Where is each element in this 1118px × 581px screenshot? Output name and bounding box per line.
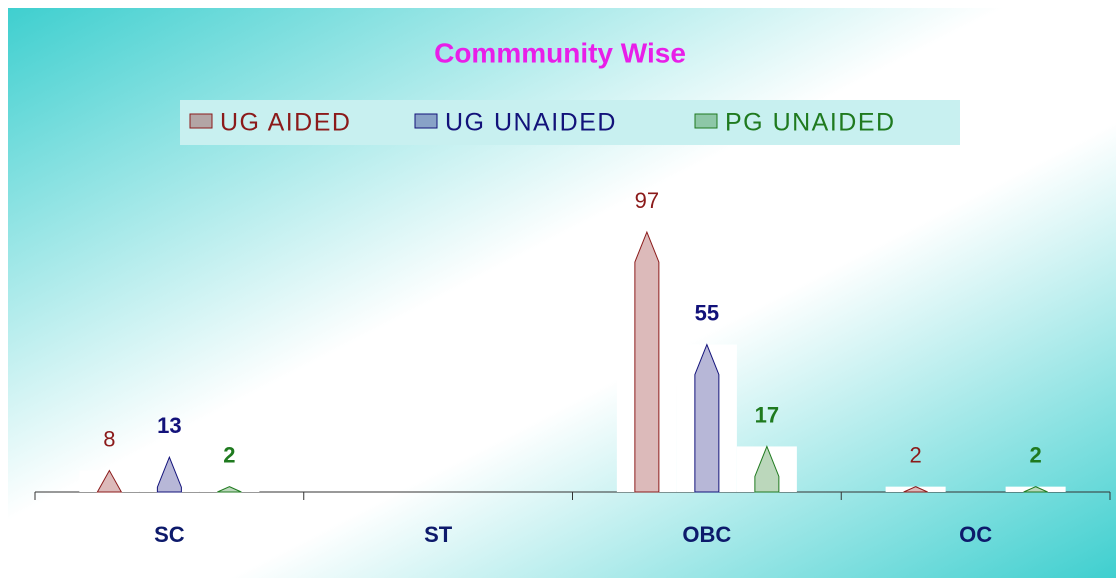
bar-rocket: [96, 469, 123, 493]
legend-swatch: [414, 113, 438, 129]
bar-rocket: [217, 486, 242, 493]
bar: [616, 232, 677, 493]
bar: [199, 486, 260, 492]
legend-label: UG UNAIDED: [445, 109, 617, 137]
bar-rocket: [694, 343, 720, 493]
chart-title: Commmunity Wise: [434, 37, 686, 68]
bar: [736, 446, 797, 492]
bar: [139, 457, 200, 492]
legend-label: PG UNAIDED: [725, 109, 896, 137]
value-label: 13: [157, 413, 181, 438]
value-label: 2: [1030, 442, 1042, 467]
x-tick-label: OC: [959, 522, 992, 547]
x-tick-label: ST: [424, 522, 453, 547]
value-label: 97: [635, 188, 659, 213]
value-label: 2: [910, 442, 922, 467]
value-label: 17: [755, 402, 779, 427]
value-label: 55: [695, 300, 719, 325]
value-label: 2: [223, 442, 235, 467]
bar-rocket: [903, 486, 928, 493]
bar-rocket: [1023, 486, 1048, 493]
bar-rocket: [156, 455, 182, 493]
bar: [79, 470, 140, 492]
bar: [676, 344, 737, 492]
bar-rocket: [634, 230, 660, 493]
bar: [885, 486, 946, 492]
value-label: 8: [103, 426, 115, 451]
x-tick-label: SC: [154, 522, 185, 547]
legend-swatch: [189, 113, 213, 129]
legend-swatch: [694, 113, 718, 129]
bar: [1005, 486, 1066, 492]
legend-box: [180, 100, 960, 145]
bar-rocket: [754, 445, 780, 493]
legend-label: UG AIDED: [220, 109, 351, 137]
x-tick-label: OBC: [682, 522, 731, 547]
